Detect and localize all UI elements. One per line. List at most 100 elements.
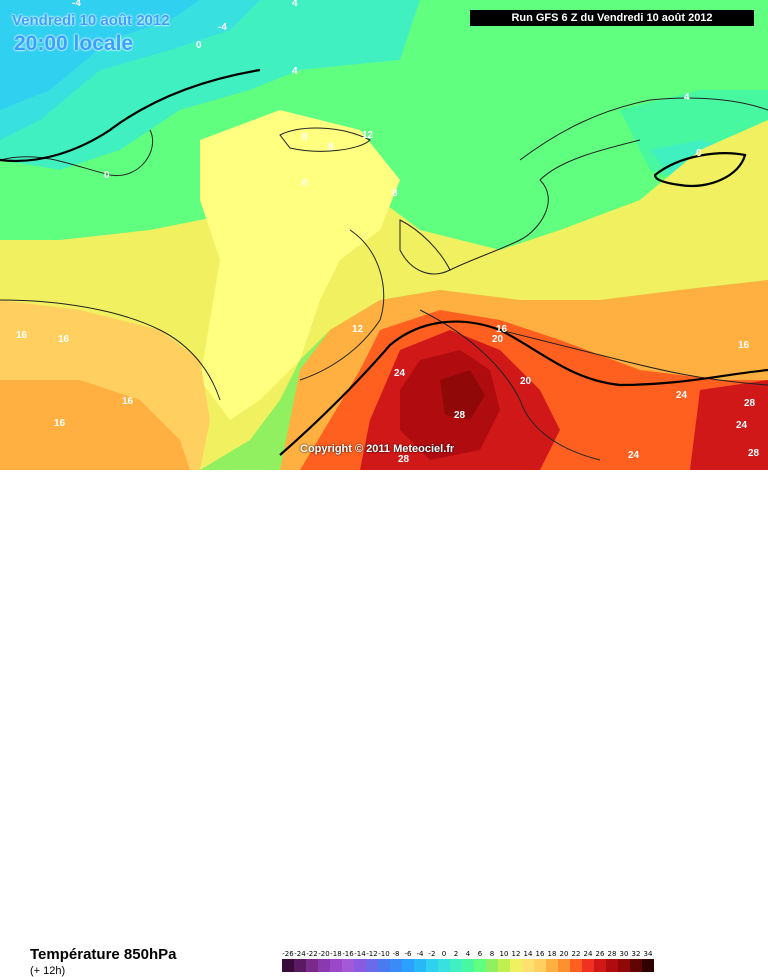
isotherm-label: 16 [496,324,508,335]
isotherm-labels: -4 -4 0 4 4 0 8 8 12 8 8 4 0 16 16 16 16… [16,0,760,465]
scale-swatch [354,959,366,972]
scale-swatch [630,959,642,972]
scale-swatch [546,959,558,972]
scale-swatch [570,959,582,972]
isotherm-label: 28 [744,398,756,409]
scale-label: 16 [535,950,545,958]
color-scale: -26 -24 -22 -20 -18 -16 -14 -12 -10 -8 -6 -4 -2 0 2 4 6 8… [282,950,654,972]
isotherm-label: 16 [738,340,750,351]
copyright-notice: Copyright © 2011 Meteociel.fr [300,443,455,455]
scale-labels: -26 -24 -22 -20 -18 -16 -14 -12 -10 -8 -6 -4 -2 0 2 4 6 8… [282,950,654,958]
isotherm-label: 24 [676,390,688,401]
scale-label: 14 [523,950,533,958]
isotherm-label: 12 [362,130,374,141]
scale-swatch [462,959,474,972]
scale-swatch [642,959,654,972]
scale-swatch [282,959,294,972]
scale-label: -8 [392,950,400,958]
scale-swatch [366,959,378,972]
scale-label: -4 [416,950,424,958]
scale-swatch [318,959,330,972]
scale-label: 22 [571,950,581,958]
scale-label: 28 [607,950,617,958]
scale-swatch [534,959,546,972]
isotherm-label: 8 [392,188,398,199]
scale-label: 4 [465,950,471,958]
scale-swatch [618,959,630,972]
scale-swatch [486,959,498,972]
scale-swatch [522,959,534,972]
isotherm-label: 16 [16,330,28,341]
scale-swatch [606,959,618,972]
scale-swatch [474,959,486,972]
scale-label: 30 [619,950,629,958]
isotherm-label: 28 [398,454,410,465]
scale-label: 20 [559,950,569,958]
isotherm-label: 28 [748,448,760,459]
legend-footer: Température 850hPa (+ 12h) -26 -24 -22 -20-… [0,470,768,977]
scale-label: 6 [477,950,483,958]
scale-swatch [390,959,402,972]
temperature-map: -4 -4 0 4 4 0 8 8 12 8 8 4 0 16 16 16 16… [0,0,768,470]
scale-swatch [402,959,414,972]
scale-label: 26 [595,950,605,958]
isotherm-label: 4 [292,0,298,9]
isotherm-label: 8 [302,178,308,189]
scale-swatch [438,959,450,972]
scale-label: -10 [378,950,390,958]
scale-swatch [378,959,390,972]
scale-swatch [306,959,318,972]
scale-label: 10 [499,950,509,958]
scale-swatch [498,959,510,972]
scale-swatch [594,959,606,972]
scale-label: -22 [306,950,318,958]
isotherm-label: 16 [58,334,70,345]
isotherm-label: 12 [352,324,364,335]
isotherm-label: -4 [72,0,81,9]
valid-date: Vendredi 10 août 2012 [12,12,170,29]
scale-label: 34 [643,950,653,958]
scale-label: -2 [428,950,436,958]
isotherm-label: 0 [196,40,202,51]
isotherm-label: 16 [122,396,134,407]
scale-swatch [558,959,570,972]
scale-swatches [282,959,654,972]
scale-label: 18 [547,950,557,958]
scale-label: -20 [318,950,330,958]
scale-label: 12 [511,950,521,958]
isotherm-label: 20 [520,376,532,387]
isotherm-label: 20 [492,334,504,345]
scale-label: 0 [441,950,447,958]
scale-swatch [342,959,354,972]
isotherm-label: 0 [104,170,110,181]
map-field: -4 -4 0 4 4 0 8 8 12 8 8 4 0 16 16 16 16… [0,0,768,470]
scale-label: 8 [489,950,495,958]
isotherm-label: 24 [628,450,640,461]
scale-label: -6 [404,950,412,958]
scale-swatch [414,959,426,972]
scale-label: 32 [631,950,641,958]
scale-label: 2 [453,950,459,958]
scale-swatch [510,959,522,972]
run-info-banner: Run GFS 6 Z du Vendredi 10 août 2012 [470,10,754,26]
isotherm-label: 8 [302,132,308,143]
isotherm-label: 4 [292,66,298,77]
isotherm-label: 28 [454,410,466,421]
isotherm-label: -4 [218,22,227,33]
scale-label: 24 [583,950,593,958]
scale-swatch [426,959,438,972]
scale-label: -24 [294,950,306,958]
scale-swatch [330,959,342,972]
isotherm-label: 24 [736,420,748,431]
scale-swatch [582,959,594,972]
scale-swatch [294,959,306,972]
scale-label: -26 [282,950,294,958]
scale-label: -14 [354,950,366,958]
scale-label: -18 [330,950,342,958]
local-time: 20:00 locale [14,32,134,55]
scale-swatch [450,959,462,972]
scale-label: -12 [366,950,378,958]
parameter-title: Température 850hPa [30,946,177,963]
isotherm-label: 24 [394,368,406,379]
lead-time: (+ 12h) [30,965,66,977]
